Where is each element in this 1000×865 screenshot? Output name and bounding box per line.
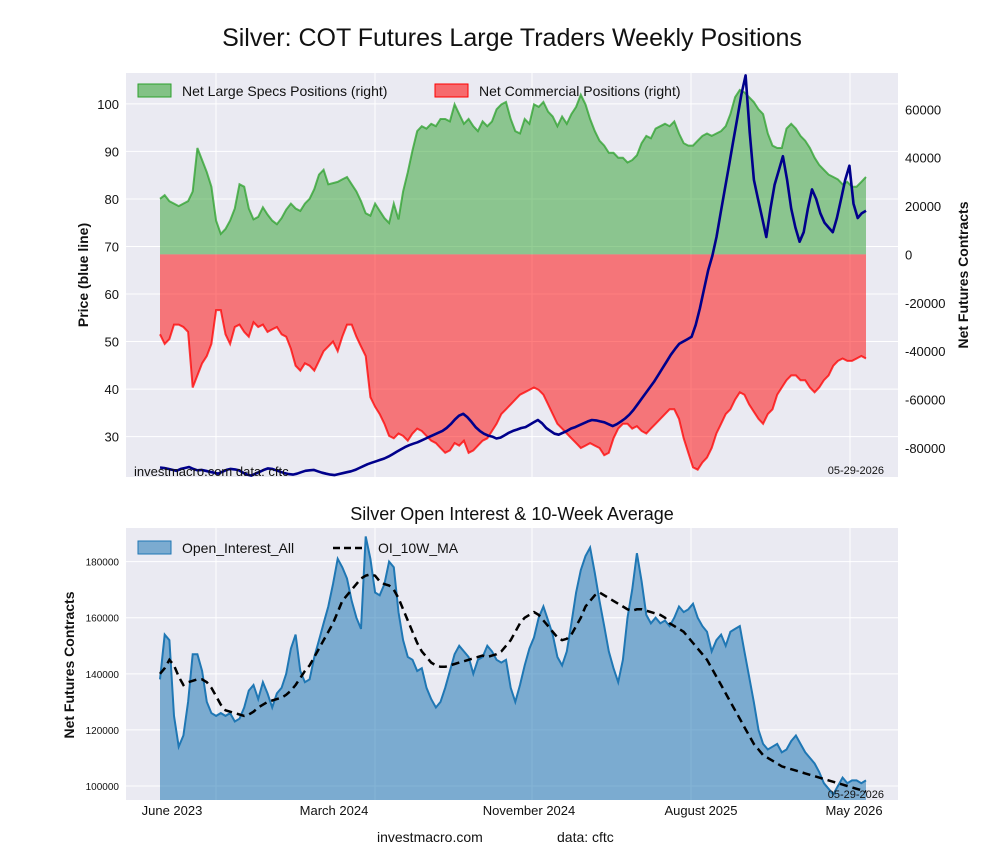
bottom-ytick-label: 120000 — [86, 726, 120, 737]
cot-positions-panel: 30 40 50 60 70 80 90 100 -80000 -60000 -40000 -200… — [75, 73, 971, 479]
net-specs-area — [160, 89, 866, 255]
bottom-ytick-label: 160000 — [86, 614, 120, 625]
net-commercial-line — [159, 309, 867, 471]
top-ytick-label: 90 — [105, 144, 119, 159]
top-date-label: 05-29-2026 — [828, 465, 884, 477]
top-legend: Net Large Specs Positions (right) Net Co… — [137, 83, 681, 99]
bottom-ylabel: Net Futures Contracts — [61, 591, 77, 738]
top-y2tick-label: -80000 — [905, 441, 945, 456]
bottom-ytick-label: 140000 — [86, 670, 120, 681]
top-y2label: Net Futures Contracts — [955, 201, 971, 348]
oi-10w-ma-line — [159, 572, 867, 793]
legend-swatch-specs — [137, 83, 172, 98]
bottom-legend: Open_Interest_All OI_10W_MA — [137, 540, 459, 556]
bottom-xtick-label: November 2024 — [483, 803, 576, 818]
top-watermark: investmacro.com data: cftc — [134, 464, 289, 479]
bottom-xtick-label: August 2025 — [664, 803, 737, 818]
bottom-xtick-label: June 2023 — [142, 803, 203, 818]
legend-label-commercial: Net Commercial Positions (right) — [479, 83, 681, 99]
top-y2tick-label: -60000 — [905, 393, 945, 408]
top-y2tick-label: -40000 — [905, 344, 945, 359]
top-area-series — [159, 88, 867, 471]
top-ytick-label: 40 — [105, 382, 119, 397]
price-line — [159, 74, 867, 477]
bottom-ytick-label: 100000 — [86, 782, 120, 793]
bottom-oi-area — [159, 536, 867, 800]
legend-label-ma: OI_10W_MA — [378, 540, 459, 556]
top-ytick-label: 50 — [105, 335, 119, 350]
open-interest-panel: Silver Open Interest & 10-Week Average 1… — [61, 504, 898, 818]
top-right-axis-ticks: -80000 -60000 -40000 -20000 0 20000 40000 60000 — [905, 102, 945, 456]
legend-swatch-oi — [137, 540, 172, 555]
top-ytick-label: 100 — [97, 97, 119, 112]
top-left-axis-ticks: 30 40 50 60 70 80 90 100 — [97, 97, 119, 445]
net-commercial-area — [160, 254, 866, 470]
top-ylabel: Price (blue line) — [75, 223, 91, 327]
top-y2tick-label: 60000 — [905, 102, 941, 117]
top-y2tick-label: -20000 — [905, 296, 945, 311]
bottom-xtick-label: May 2026 — [825, 803, 882, 818]
bottom-date-label: 05-29-2026 — [828, 789, 884, 801]
bottom-ytick-label: 180000 — [86, 558, 120, 569]
top-y2tick-label: 0 — [905, 247, 912, 262]
top-price-line — [159, 74, 867, 477]
legend-label-specs: Net Large Specs Positions (right) — [182, 83, 387, 99]
open-interest-area — [160, 536, 866, 800]
figure-title: Silver: COT Futures Large Traders Weekly… — [222, 24, 802, 52]
top-y2tick-label: 40000 — [905, 151, 941, 166]
top-ytick-label: 80 — [105, 192, 119, 207]
bottom-title: Silver Open Interest & 10-Week Average — [350, 504, 674, 524]
bottom-ma-line — [159, 572, 867, 793]
footer-site: investmacro.com — [377, 829, 483, 845]
bottom-axis-ticks: 100000 120000 140000 160000 180000 — [86, 558, 120, 793]
top-y2tick-label: 20000 — [905, 199, 941, 214]
open-interest-line — [159, 536, 867, 797]
legend-label-oi: Open_Interest_All — [182, 540, 294, 556]
top-ytick-label: 70 — [105, 239, 119, 254]
legend-swatch-commercial — [434, 83, 469, 98]
footer-source: data: cftc — [557, 829, 614, 845]
bottom-xtick-label: March 2024 — [300, 803, 369, 818]
top-ytick-label: 60 — [105, 287, 119, 302]
top-ytick-label: 30 — [105, 430, 119, 445]
bottom-x-axis-ticks: June 2023 March 2024 November 2024 August 2… — [142, 803, 883, 818]
